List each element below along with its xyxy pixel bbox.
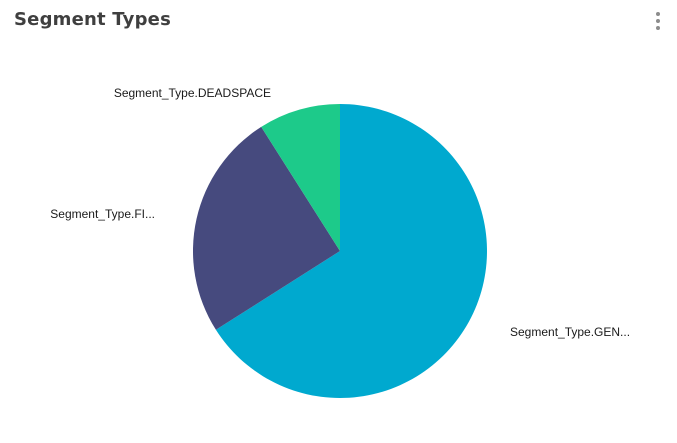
menu-dot xyxy=(656,26,660,30)
pie-slice-2[interactable] xyxy=(192,126,340,330)
slice-label-2: Segment_Type.FI... xyxy=(50,207,155,221)
slice-label-3: Segment_Type.DEADSPACE xyxy=(114,86,271,100)
kebab-menu-icon[interactable] xyxy=(648,8,668,34)
card-title: Segment Types xyxy=(14,9,171,30)
slice-label-1: Segment_Type.GEN... xyxy=(510,325,630,339)
pie-slice-1[interactable] xyxy=(215,104,487,398)
pie-slice-3[interactable] xyxy=(261,104,340,251)
menu-dot xyxy=(656,19,660,23)
menu-dot xyxy=(656,12,660,16)
